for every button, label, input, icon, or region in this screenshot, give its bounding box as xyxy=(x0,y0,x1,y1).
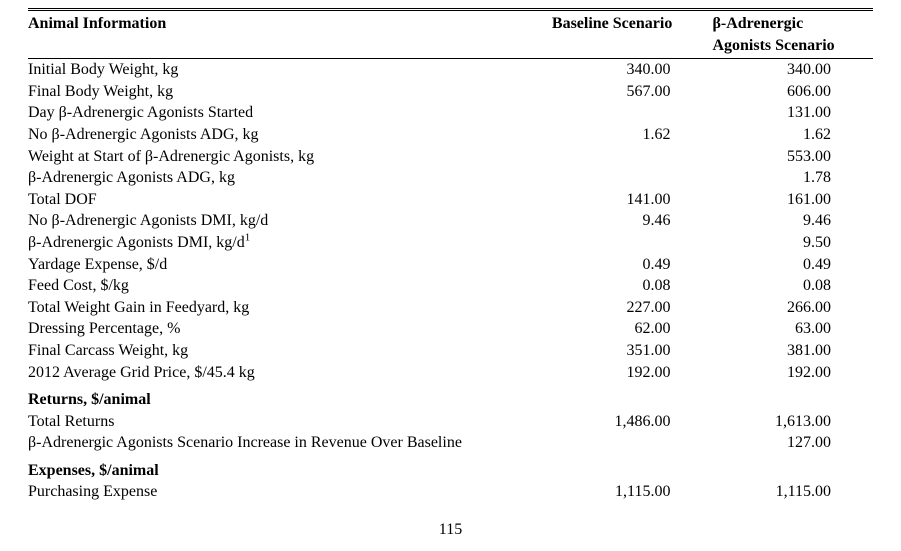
footnote-ref: 1 xyxy=(245,232,251,244)
scenario-value: 340.00 xyxy=(712,59,873,81)
row-label: No β-Adrenergic Agonists ADG, kg xyxy=(28,124,552,146)
scenario-value: 606.00 xyxy=(712,81,873,103)
table-row: β-Adrenergic Agonists DMI, kg/d1 9.50 xyxy=(28,232,873,254)
baseline-value: 192.00 xyxy=(552,362,713,384)
table-row: Final Carcass Weight, kg351.00381.00 xyxy=(28,340,873,362)
baseline-value: 1.62 xyxy=(552,124,713,146)
row-label: Purchasing Expense xyxy=(28,481,552,503)
baseline-value: 9.46 xyxy=(552,210,713,232)
row-label: β-Adrenergic Agonists ADG, kg xyxy=(28,167,552,189)
baseline-value: 351.00 xyxy=(552,340,713,362)
row-label: No β-Adrenergic Agonists DMI, kg/d xyxy=(28,210,552,232)
row-label: Dressing Percentage, % xyxy=(28,318,552,340)
scenario-value: 0.49 xyxy=(712,254,873,276)
baseline-value xyxy=(552,432,713,454)
row-label: β-Adrenergic Agonists DMI, kg/d1 xyxy=(28,232,552,254)
table-header-row: Animal Information Baseline Scenario β-A… xyxy=(28,10,873,59)
scenario-value: 63.00 xyxy=(712,318,873,340)
table-row: Total Returns1,486.001,613.00 xyxy=(28,411,873,433)
scenario-value: 1.78 xyxy=(712,167,873,189)
table-row: No β-Adrenergic Agonists DMI, kg/d9.469.… xyxy=(28,210,873,232)
scenario-value: 0.08 xyxy=(712,275,873,297)
data-table: Animal Information Baseline Scenario β-A… xyxy=(28,8,873,503)
baseline-value: 62.00 xyxy=(552,318,713,340)
row-label: Total Weight Gain in Feedyard, kg xyxy=(28,297,552,319)
row-label: Weight at Start of β-Adrenergic Agonists… xyxy=(28,146,552,168)
table-row: Dressing Percentage, %62.0063.00 xyxy=(28,318,873,340)
scenario-value: 381.00 xyxy=(712,340,873,362)
table-row: Final Body Weight, kg567.00606.00 xyxy=(28,81,873,103)
baseline-value xyxy=(552,146,713,168)
scenario-value: 553.00 xyxy=(712,146,873,168)
row-label: Final Body Weight, kg xyxy=(28,81,552,103)
table-row: Feed Cost, $/kg0.080.08 xyxy=(28,275,873,297)
table-row: Yardage Expense, $/d0.490.49 xyxy=(28,254,873,276)
row-label: Yardage Expense, $/d xyxy=(28,254,552,276)
baseline-value: 1,115.00 xyxy=(552,481,713,503)
table-body: Initial Body Weight, kg340.00340.00Final… xyxy=(28,59,873,503)
row-label: Initial Body Weight, kg xyxy=(28,59,552,81)
table-row: β-Adrenergic Agonists Scenario Increase … xyxy=(28,432,873,454)
scenario-value: 1,613.00 xyxy=(712,411,873,433)
section-header: Expenses, $/animal xyxy=(28,454,873,482)
header-col-1: Animal Information xyxy=(28,10,552,59)
scenario-value: 131.00 xyxy=(712,102,873,124)
table-row: No β-Adrenergic Agonists ADG, kg1.621.62 xyxy=(28,124,873,146)
section-header: Returns, $/animal xyxy=(28,383,873,411)
scenario-value: 9.50 xyxy=(712,232,873,254)
table-row: Purchasing Expense1,115.001,115.00 xyxy=(28,481,873,503)
table-row: Day β-Adrenergic Agonists Started 131.00 xyxy=(28,102,873,124)
row-label: Feed Cost, $/kg xyxy=(28,275,552,297)
table-row: Weight at Start of β-Adrenergic Agonists… xyxy=(28,146,873,168)
baseline-value: 0.49 xyxy=(552,254,713,276)
page-number: 115 xyxy=(28,521,873,539)
baseline-value: 1,486.00 xyxy=(552,411,713,433)
header-col-3: β-Adrenergic Agonists Scenario xyxy=(712,10,873,59)
table-row: Initial Body Weight, kg340.00340.00 xyxy=(28,59,873,81)
scenario-value: 192.00 xyxy=(712,362,873,384)
row-label: Total Returns xyxy=(28,411,552,433)
header-col-3-line2: Agonists Scenario xyxy=(712,37,834,54)
row-label: Day β-Adrenergic Agonists Started xyxy=(28,102,552,124)
scenario-value: 1,115.00 xyxy=(712,481,873,503)
row-label: β-Adrenergic Agonists Scenario Increase … xyxy=(28,432,552,454)
table-row: β-Adrenergic Agonists ADG, kg 1.78 xyxy=(28,167,873,189)
scenario-value: 9.46 xyxy=(712,210,873,232)
baseline-value xyxy=(552,232,713,254)
baseline-value: 227.00 xyxy=(552,297,713,319)
section-row: Expenses, $/animal xyxy=(28,454,873,482)
header-col-3-line1: β-Adrenergic xyxy=(712,15,803,32)
baseline-value xyxy=(552,102,713,124)
section-row: Returns, $/animal xyxy=(28,383,873,411)
header-col-2: Baseline Scenario xyxy=(552,10,713,59)
scenario-value: 127.00 xyxy=(712,432,873,454)
table-row: 2012 Average Grid Price, $/45.4 kg192.00… xyxy=(28,362,873,384)
table-row: Total DOF141.00161.00 xyxy=(28,189,873,211)
row-label: Total DOF xyxy=(28,189,552,211)
table-row: Total Weight Gain in Feedyard, kg227.002… xyxy=(28,297,873,319)
baseline-value: 567.00 xyxy=(552,81,713,103)
baseline-value xyxy=(552,167,713,189)
baseline-value: 0.08 xyxy=(552,275,713,297)
scenario-value: 266.00 xyxy=(712,297,873,319)
baseline-value: 141.00 xyxy=(552,189,713,211)
scenario-value: 161.00 xyxy=(712,189,873,211)
scenario-value: 1.62 xyxy=(712,124,873,146)
row-label: 2012 Average Grid Price, $/45.4 kg xyxy=(28,362,552,384)
row-label: Final Carcass Weight, kg xyxy=(28,340,552,362)
baseline-value: 340.00 xyxy=(552,59,713,81)
document-page: Animal Information Baseline Scenario β-A… xyxy=(0,0,901,551)
